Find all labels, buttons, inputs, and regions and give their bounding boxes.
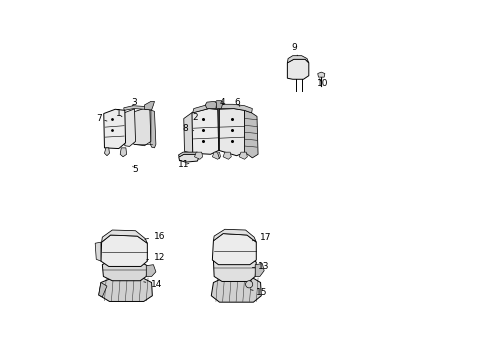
Text: 2: 2 xyxy=(192,113,204,122)
Polygon shape xyxy=(133,109,151,146)
Text: 14: 14 xyxy=(143,280,163,289)
Polygon shape xyxy=(102,260,147,281)
Text: 7: 7 xyxy=(96,114,107,123)
Polygon shape xyxy=(218,109,244,156)
Text: 3: 3 xyxy=(131,98,136,107)
Polygon shape xyxy=(178,152,200,158)
Polygon shape xyxy=(99,276,152,301)
Polygon shape xyxy=(205,102,216,109)
Polygon shape xyxy=(124,109,135,147)
Polygon shape xyxy=(144,102,154,110)
Text: 11: 11 xyxy=(178,160,189,169)
Text: 6: 6 xyxy=(234,98,240,107)
Polygon shape xyxy=(244,111,258,158)
Polygon shape xyxy=(255,264,264,276)
Polygon shape xyxy=(213,229,256,242)
Polygon shape xyxy=(192,109,218,154)
Polygon shape xyxy=(317,72,324,77)
Text: 16: 16 xyxy=(144,232,165,241)
Polygon shape xyxy=(239,152,247,159)
Text: 10: 10 xyxy=(316,79,327,88)
Polygon shape xyxy=(120,148,126,157)
Polygon shape xyxy=(212,152,220,159)
Text: 15: 15 xyxy=(250,288,267,297)
Polygon shape xyxy=(179,154,198,162)
Polygon shape xyxy=(99,283,107,297)
Polygon shape xyxy=(212,234,256,265)
Polygon shape xyxy=(194,152,203,159)
Polygon shape xyxy=(223,152,231,159)
Polygon shape xyxy=(146,265,156,276)
Polygon shape xyxy=(102,230,147,243)
Text: 17: 17 xyxy=(252,233,271,242)
Polygon shape xyxy=(104,148,109,156)
Polygon shape xyxy=(213,256,256,282)
Polygon shape xyxy=(95,242,101,261)
Polygon shape xyxy=(103,109,125,149)
Polygon shape xyxy=(192,104,252,113)
Text: 12: 12 xyxy=(146,253,165,262)
Polygon shape xyxy=(287,59,308,79)
Polygon shape xyxy=(287,56,308,63)
Polygon shape xyxy=(123,106,151,111)
Text: 8: 8 xyxy=(182,125,193,134)
Polygon shape xyxy=(211,276,261,302)
Text: 13: 13 xyxy=(252,262,268,271)
Circle shape xyxy=(245,281,252,288)
Polygon shape xyxy=(183,112,197,153)
Text: 4: 4 xyxy=(219,98,224,107)
Text: 9: 9 xyxy=(291,43,297,56)
Polygon shape xyxy=(101,235,147,266)
Polygon shape xyxy=(149,110,156,148)
Polygon shape xyxy=(215,101,223,109)
Text: 5: 5 xyxy=(132,165,138,174)
Text: 1: 1 xyxy=(116,109,122,118)
